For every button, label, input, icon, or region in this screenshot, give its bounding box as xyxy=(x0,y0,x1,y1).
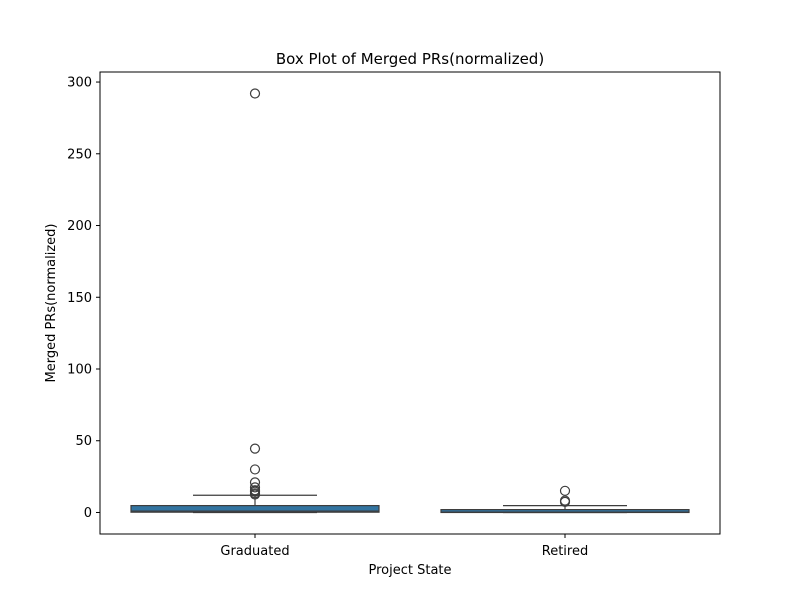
y-tick-label: 300 xyxy=(67,76,92,91)
y-tick-label: 250 xyxy=(67,147,92,162)
y-tick-label: 50 xyxy=(75,434,92,449)
outlier-point xyxy=(249,482,261,493)
x-axis-label: Project State xyxy=(368,563,451,578)
outlier-point xyxy=(249,443,261,454)
outlier-point xyxy=(559,495,571,506)
box-iqr xyxy=(130,504,380,513)
outlier-point xyxy=(249,464,261,475)
y-tick-label: 200 xyxy=(67,219,92,234)
y-tick-label: 150 xyxy=(67,291,92,306)
outlier-point xyxy=(249,88,261,99)
chart-title: Box Plot of Merged PRs(normalized) xyxy=(276,50,544,68)
outlier-point xyxy=(249,477,261,488)
y-axis-label: Merged PRs(normalized) xyxy=(44,224,59,383)
x-axis: Graduated Retired xyxy=(220,534,588,559)
outlier-point xyxy=(559,485,571,496)
y-axis: 0 50 100 150 200 250 300 xyxy=(67,76,100,521)
y-tick-label: 100 xyxy=(67,363,92,378)
chart-marks xyxy=(130,88,690,514)
x-tick-label: Retired xyxy=(542,544,588,559)
box-graduated xyxy=(130,88,380,514)
y-tick-label: 0 xyxy=(84,506,92,521)
x-tick-label: Graduated xyxy=(220,544,289,559)
plot-area xyxy=(99,71,721,535)
box-retired xyxy=(440,485,690,514)
outlier-point xyxy=(249,485,261,496)
